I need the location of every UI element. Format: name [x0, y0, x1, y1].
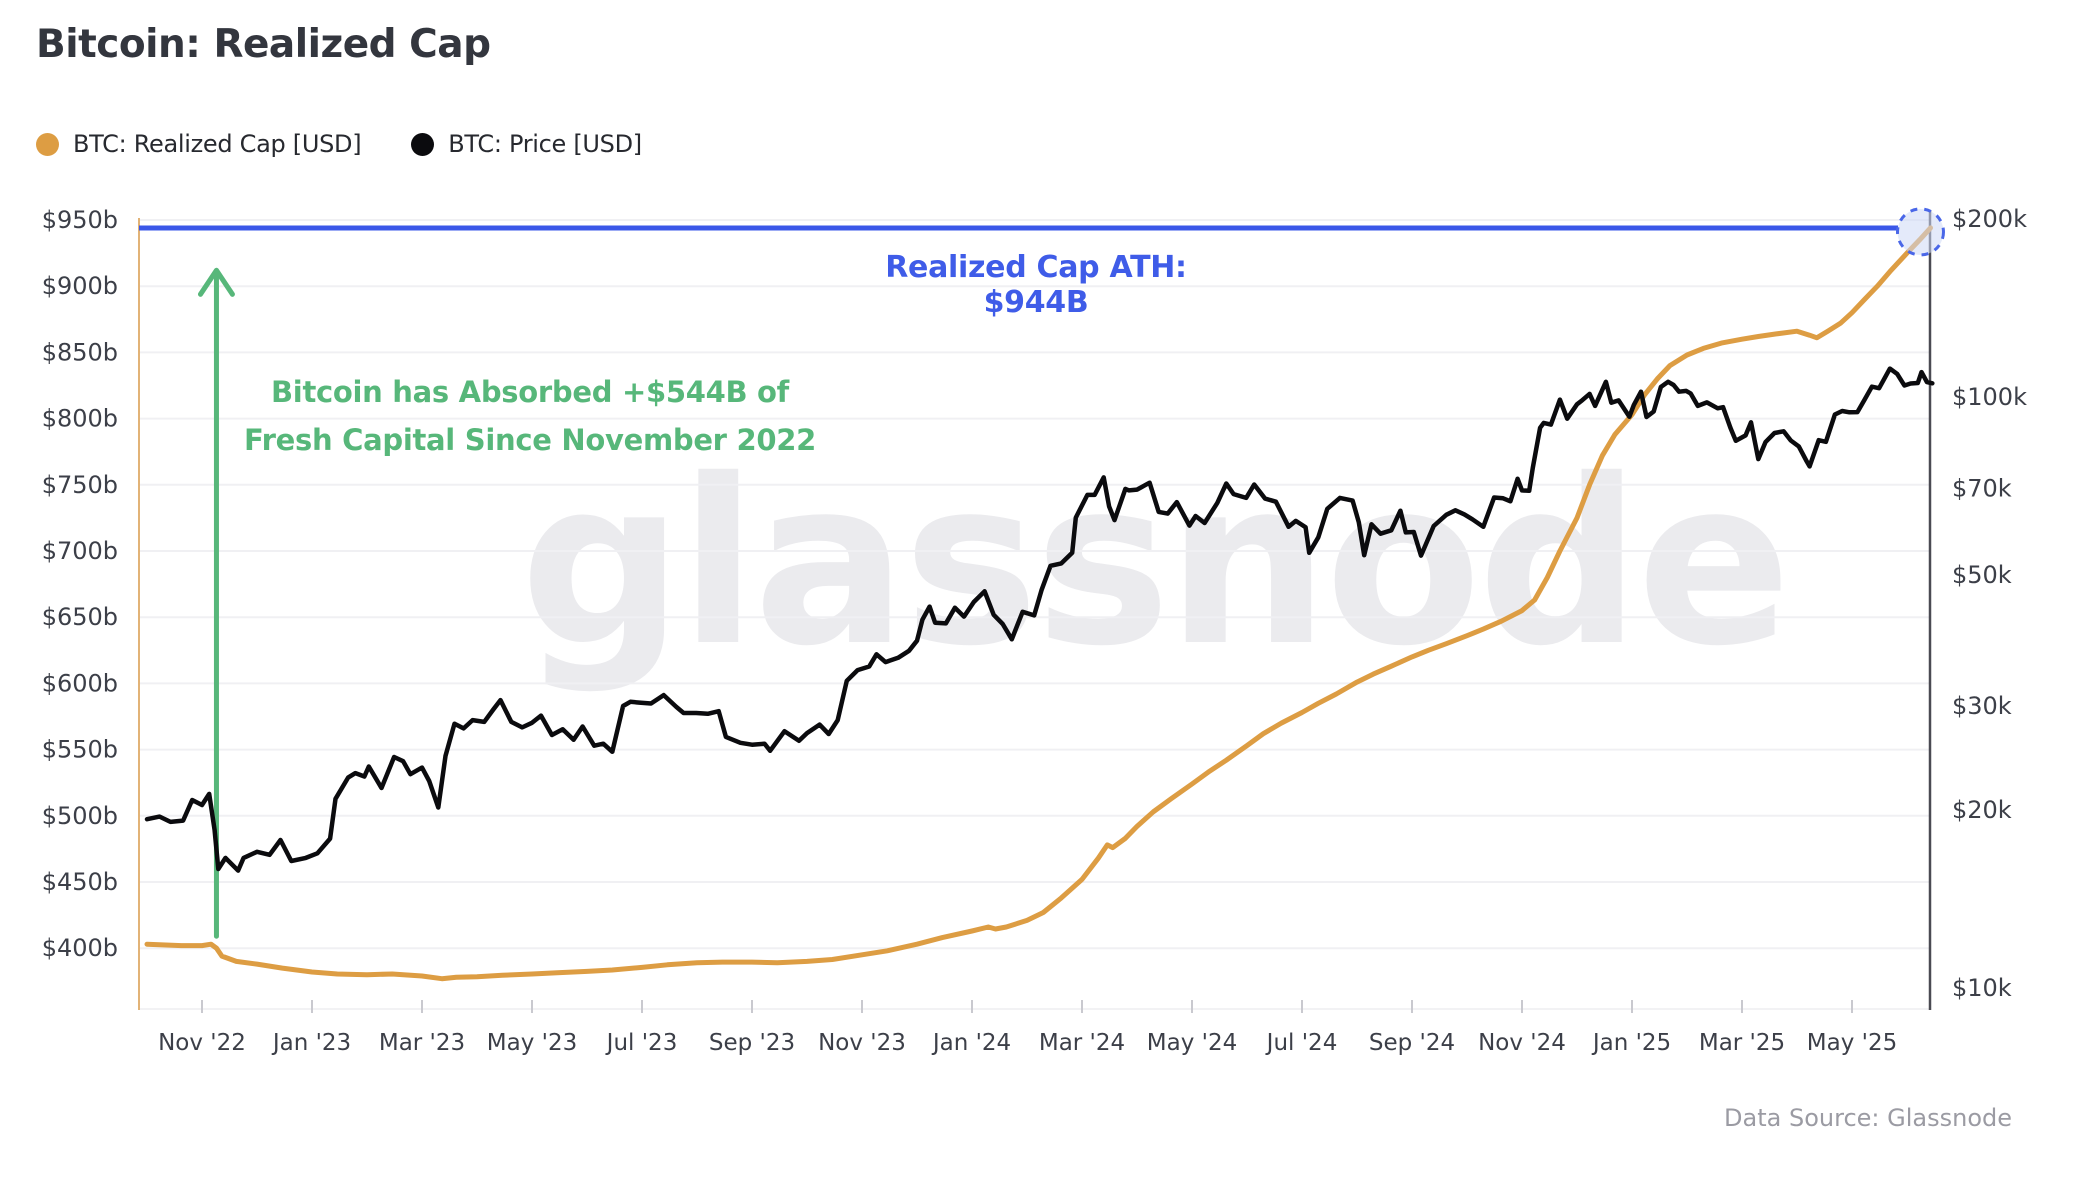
glassnode-watermark: glassnode — [520, 430, 1791, 696]
y-left-tick-label: $900b — [42, 272, 118, 300]
y-left-tick-label: $650b — [42, 603, 118, 631]
y-left-tick-label: $950b — [42, 206, 118, 234]
realized-cap-legend-dot-icon — [36, 132, 59, 156]
y-left-tick-label: $450b — [42, 868, 118, 896]
y-right-tick-label: $20k — [1952, 796, 2012, 824]
x-tick-label: May '25 — [1807, 1030, 1897, 1056]
chart-legend: BTC: Realized Cap [USD] BTC: Price [USD] — [36, 130, 642, 158]
x-tick-label: Jan '24 — [931, 1030, 1011, 1056]
y-left-tick-label: $550b — [42, 736, 118, 764]
y-right-tick-label: $200k — [1952, 205, 2027, 233]
x-tick-label: Jul '23 — [605, 1030, 678, 1056]
price-legend-dot-icon — [411, 132, 435, 156]
absorbed-capital-line1: Bitcoin has Absorbed +$544B of — [271, 375, 789, 409]
y-right-tick-label: $50k — [1952, 561, 2012, 589]
x-tick-label: Sep '23 — [709, 1030, 795, 1056]
absorbed-capital-annotation: Bitcoin has Absorbed +$544B of Fresh Cap… — [244, 368, 816, 464]
x-tick-label: Sep '24 — [1369, 1030, 1455, 1056]
y-right-tick-label: $70k — [1952, 475, 2012, 503]
x-tick-label: Mar '23 — [379, 1030, 465, 1056]
y-right-tick-label: $10k — [1952, 974, 2012, 1002]
y-left-tick-label: $850b — [42, 338, 118, 366]
realized-cap-line — [144, 225, 1933, 982]
legend-label-price: BTC: Price [USD] — [448, 130, 642, 158]
y-left-tick-label: $700b — [42, 537, 118, 565]
absorbed-capital-line2: Fresh Capital Since November 2022 — [244, 423, 816, 457]
page-title: Bitcoin: Realized Cap — [36, 22, 491, 67]
ath-annotation: Realized Cap ATH: $944B — [885, 250, 1187, 320]
x-tick-label: Nov '23 — [818, 1030, 906, 1056]
y-right-tick-label: $30k — [1952, 692, 2012, 720]
y-right-tick-label: $100k — [1952, 383, 2027, 411]
y-left-tick-label: $400b — [42, 934, 118, 962]
y-left-tick-label: $500b — [42, 802, 118, 830]
x-tick-label: Jul '24 — [1265, 1030, 1338, 1056]
ath-highlight-circle-icon — [1895, 207, 1945, 257]
y-left-tick-label: $800b — [42, 405, 118, 433]
x-tick-label: Nov '22 — [158, 1030, 246, 1056]
green-arrow-head-icon — [197, 267, 235, 297]
x-tick-label: May '24 — [1147, 1030, 1237, 1056]
y-left-tick-label: $600b — [42, 669, 118, 697]
data-source-caption: Data Source: Glassnode — [1724, 1104, 2012, 1132]
x-tick-label: Nov '24 — [1478, 1030, 1566, 1056]
x-tick-label: Jan '25 — [1591, 1030, 1671, 1056]
legend-label-realized-cap: BTC: Realized Cap [USD] — [73, 130, 362, 158]
x-tick-label: May '23 — [487, 1030, 577, 1056]
y-left-tick-label: $750b — [42, 471, 118, 499]
price-line — [144, 366, 1935, 873]
x-tick-label: Mar '25 — [1699, 1030, 1785, 1056]
x-tick-label: Jan '23 — [271, 1030, 351, 1056]
x-tick-label: Mar '24 — [1039, 1030, 1125, 1056]
